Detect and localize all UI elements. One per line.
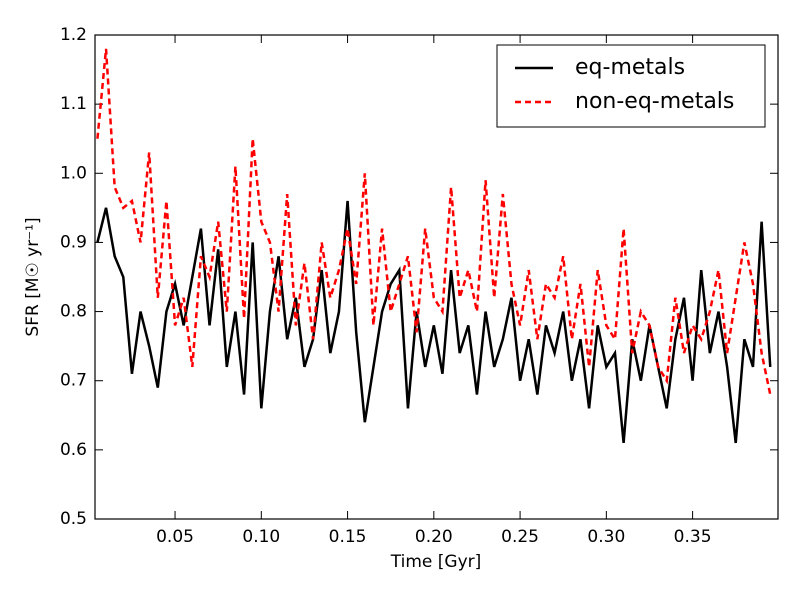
series-line (96, 48, 772, 395)
x-axis-label: Time [Gyr] (390, 552, 482, 572)
y-tick-label: 0.9 (60, 232, 87, 252)
y-tick-label: 0.7 (60, 371, 87, 391)
x-tick-label: 0.10 (242, 527, 280, 547)
y-axis-label: SFR [M☉ yr⁻¹] (23, 217, 43, 336)
y-tick-label: 0.6 (60, 440, 87, 460)
x-tick-label: 0.05 (156, 527, 194, 547)
legend-frame (496, 44, 766, 128)
x-tick-label: 0.20 (415, 527, 453, 547)
x-tick-label: 0.25 (501, 527, 539, 547)
y-tick-label: 1.1 (60, 94, 87, 114)
y-tick-label: 1.2 (60, 25, 87, 45)
y-tick-label: 0.5 (60, 509, 87, 529)
y-tick-label: 0.8 (60, 302, 87, 322)
x-tick-label: 0.35 (674, 527, 712, 547)
y-tick-label: 1.0 (60, 163, 87, 183)
plot-frame (94, 34, 779, 520)
x-tick-label: 0.15 (329, 527, 367, 547)
plot-area (96, 48, 772, 444)
legend-label: eq-metals (575, 55, 685, 80)
legend-label: non-eq-metals (575, 89, 734, 114)
x-tick-label: 0.30 (587, 527, 625, 547)
